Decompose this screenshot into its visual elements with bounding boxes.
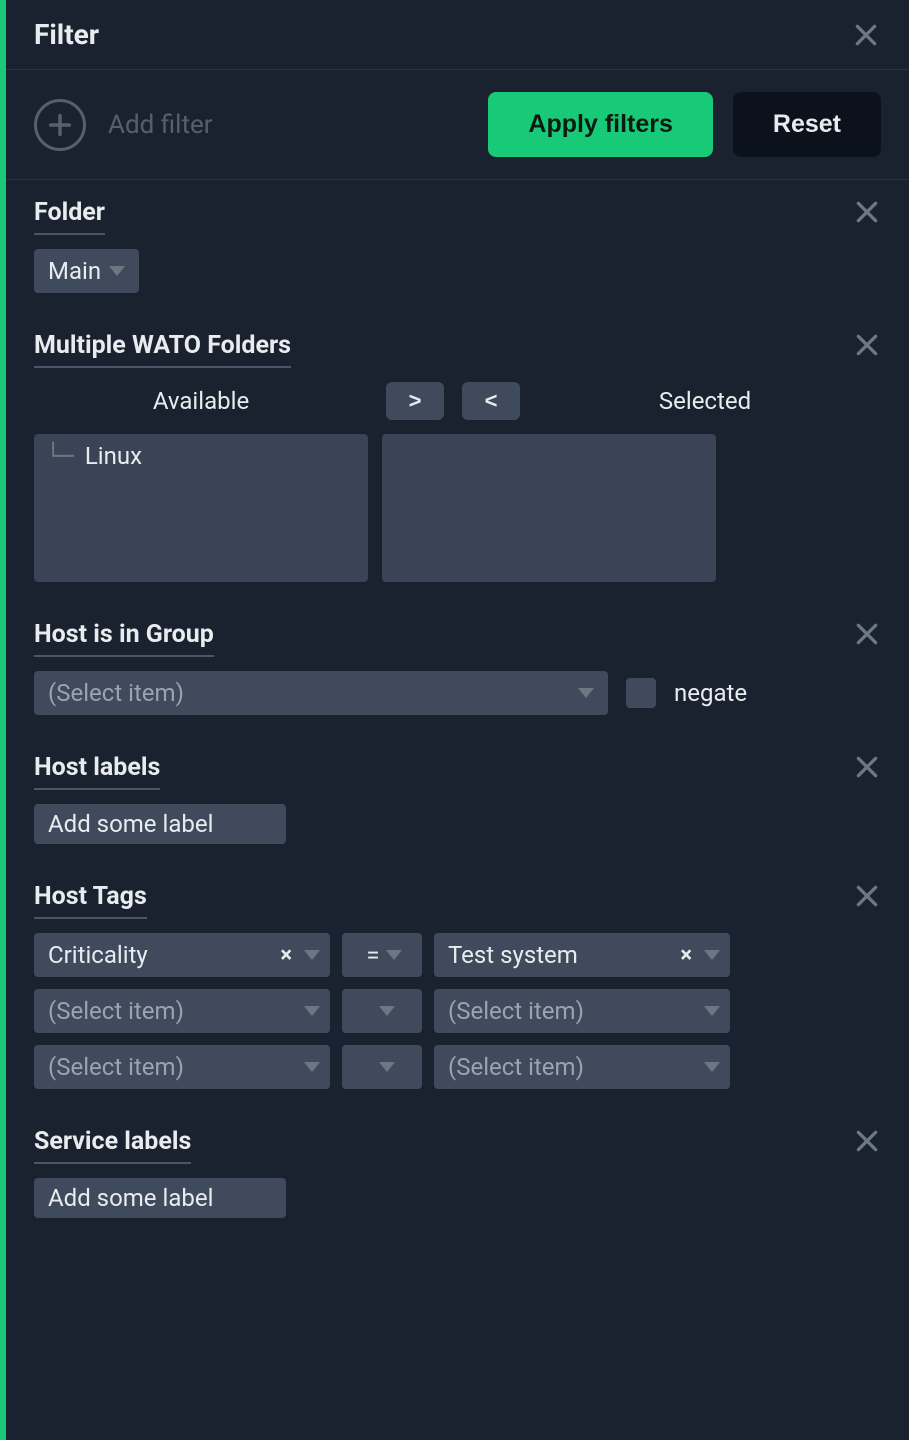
section-multi-folders: Multiple WATO Folders Available > < Sele… [34, 331, 881, 582]
clear-icon[interactable]: × [676, 943, 696, 968]
chevron-down-icon [704, 950, 720, 960]
host-group-select[interactable]: (Select item) [34, 671, 608, 715]
chevron-down-icon [379, 1062, 395, 1072]
remove-section-host-group-icon[interactable] [853, 620, 881, 648]
section-service-labels: Service labels Add some label [34, 1127, 881, 1218]
chevron-down-icon [578, 688, 594, 698]
add-filter-label: Add filter [108, 110, 213, 140]
apply-filters-button[interactable]: Apply filters [488, 92, 712, 157]
folder-select[interactable]: Main [34, 249, 139, 293]
plus-circle-icon [34, 99, 86, 151]
remove-section-folder-icon[interactable] [853, 198, 881, 226]
folder-select-value: Main [48, 257, 101, 285]
move-left-button[interactable]: < [462, 382, 520, 420]
section-host-labels: Host labels Add some label [34, 753, 881, 844]
tag-row: (Select item) (Select item) [34, 1045, 881, 1089]
section-host-tags: Host Tags Criticality× = Test system× (Sele… [34, 882, 881, 1089]
tag-value-select[interactable]: (Select item) [434, 989, 730, 1033]
section-folder: Folder Main [34, 198, 881, 293]
chevron-down-icon [704, 1062, 720, 1072]
host-labels-input[interactable]: Add some label [34, 804, 286, 844]
tag-op-select[interactable] [342, 989, 422, 1033]
chevron-down-icon [304, 1062, 320, 1072]
tag-key-select[interactable]: (Select item) [34, 989, 330, 1033]
available-label: Available [34, 387, 368, 415]
chevron-down-icon [304, 950, 320, 960]
tag-value-select[interactable]: (Select item) [434, 1045, 730, 1089]
selected-listbox[interactable] [382, 434, 716, 582]
tag-row: (Select item) (Select item) [34, 989, 881, 1033]
move-right-button[interactable]: > [386, 382, 444, 420]
section-title-host-labels: Host labels [34, 753, 160, 790]
remove-section-service-labels-icon[interactable] [853, 1127, 881, 1155]
section-title-host-tags: Host Tags [34, 882, 147, 919]
tag-op-select[interactable]: = [342, 933, 422, 977]
host-labels-placeholder: Add some label [48, 810, 213, 838]
tag-op-select[interactable] [342, 1045, 422, 1089]
chevron-down-icon [304, 1006, 320, 1016]
selected-label: Selected [538, 387, 872, 415]
close-icon[interactable] [851, 20, 881, 50]
section-title-service-labels: Service labels [34, 1127, 191, 1164]
add-filter-button[interactable]: Add filter [34, 99, 213, 151]
tag-key-select[interactable]: Criticality× [34, 933, 330, 977]
service-labels-placeholder: Add some label [48, 1184, 213, 1212]
clear-icon[interactable]: × [276, 943, 296, 968]
remove-section-host-labels-icon[interactable] [853, 753, 881, 781]
tag-row: Criticality× = Test system× [34, 933, 881, 977]
host-group-placeholder: (Select item) [48, 679, 184, 707]
chevron-down-icon [379, 1006, 395, 1016]
negate-checkbox[interactable] [626, 678, 656, 708]
tag-key-select[interactable]: (Select item) [34, 1045, 330, 1089]
section-host-group: Host is in Group (Select item) negate [34, 620, 881, 715]
tag-value-select[interactable]: Test system× [434, 933, 730, 977]
section-title-multi-folders: Multiple WATO Folders [34, 331, 291, 368]
chevron-down-icon [109, 266, 125, 276]
list-item[interactable]: └─ Linux [46, 442, 356, 470]
section-title-folder: Folder [34, 198, 105, 235]
section-title-host-group: Host is in Group [34, 620, 214, 657]
available-listbox[interactable]: └─ Linux [34, 434, 368, 582]
remove-section-host-tags-icon[interactable] [853, 882, 881, 910]
reset-button[interactable]: Reset [733, 92, 881, 157]
remove-section-multi-folders-icon[interactable] [853, 331, 881, 359]
chevron-down-icon [704, 1006, 720, 1016]
service-labels-input[interactable]: Add some label [34, 1178, 286, 1218]
chevron-down-icon [386, 950, 402, 960]
negate-label: negate [674, 679, 747, 707]
panel-title: Filter [34, 18, 99, 51]
